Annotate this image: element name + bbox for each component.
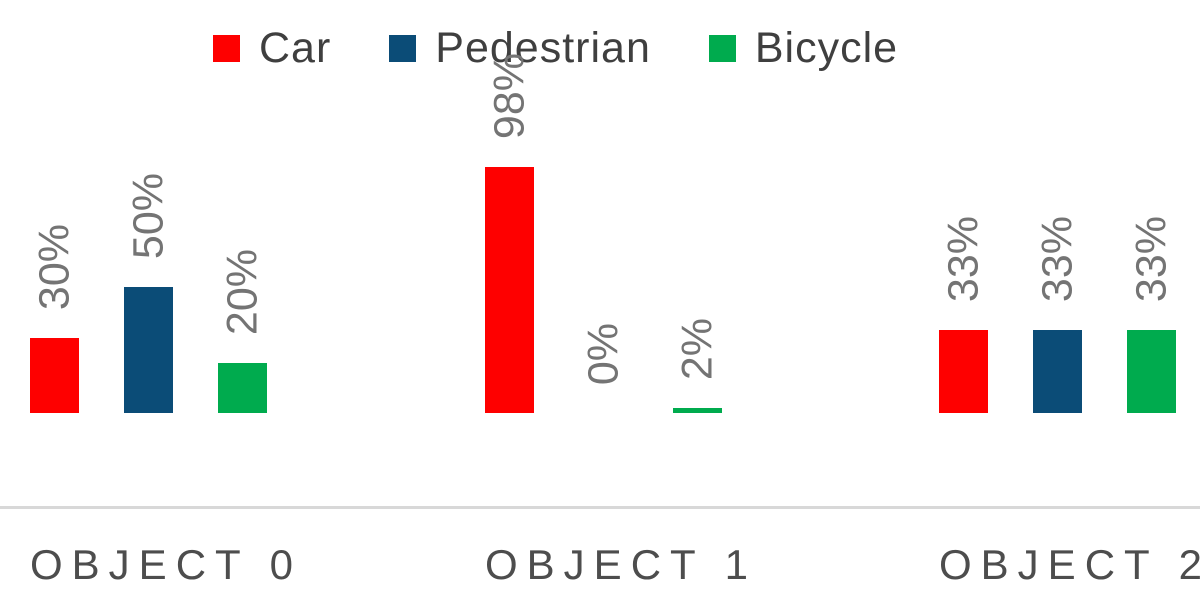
bar-slot: 98%	[485, 0, 534, 413]
bar-car-object-1	[485, 167, 534, 413]
bar-pedestrian-object-2	[1033, 330, 1082, 413]
category-label-1: OBJECT 1	[485, 541, 757, 588]
bar-value-label: 33%	[1126, 215, 1175, 302]
legend-swatch-pedestrian	[389, 35, 417, 62]
legend-label: Pedestrian	[435, 24, 651, 72]
bar-slot: 30%	[30, 0, 79, 413]
bar-car-object-0	[30, 338, 79, 413]
legend-item-pedestrian: Pedestrian	[389, 24, 651, 73]
bar-slot: 20%	[218, 0, 267, 413]
category-label-0: OBJECT 0	[30, 541, 302, 588]
bar-slot: 50%	[124, 0, 173, 413]
bar-slot: 2%	[673, 0, 722, 413]
legend-item-bicycle: Bicycle	[708, 24, 899, 73]
bar-slot: 0%	[579, 0, 628, 413]
bar-value-label: 33%	[938, 215, 987, 302]
bar-pedestrian-object-0	[124, 287, 173, 413]
bar-group-2: 33% 33% 33%	[939, 0, 1176, 508]
bar-car-object-2	[939, 330, 988, 413]
category-label-2: OBJECT 2	[939, 541, 1200, 588]
bar-slot: 33%	[1033, 0, 1082, 413]
bar-bicycle-object-2	[1127, 330, 1176, 413]
bar-value-label: 20%	[217, 248, 266, 335]
bar-bicycle-object-0	[218, 363, 267, 413]
bar-value-label: 33%	[1032, 215, 1081, 302]
bar-value-label: 0%	[578, 322, 627, 385]
bar-value-label: 98%	[484, 52, 533, 139]
bar-slot: 33%	[1127, 0, 1176, 413]
legend-item-car: Car	[213, 24, 331, 73]
bar-group-0: 30% 50% 20%	[30, 0, 267, 508]
bar-value-label: 30%	[29, 223, 78, 310]
legend-swatch-bicycle	[708, 35, 736, 62]
bar-value-label: 50%	[123, 172, 172, 259]
bar-value-label: 2%	[672, 317, 721, 380]
legend-swatch-car	[213, 35, 240, 62]
bar-group-1: 98% 0% 2%	[485, 0, 722, 508]
bar-bicycle-object-1	[673, 408, 722, 413]
legend-label: Car	[259, 24, 332, 72]
x-axis-line	[0, 506, 1200, 509]
legend: Car Pedestrian Bicycle	[213, 24, 898, 73]
legend-label: Bicycle	[754, 24, 899, 72]
bar-slot: 33%	[939, 0, 988, 413]
